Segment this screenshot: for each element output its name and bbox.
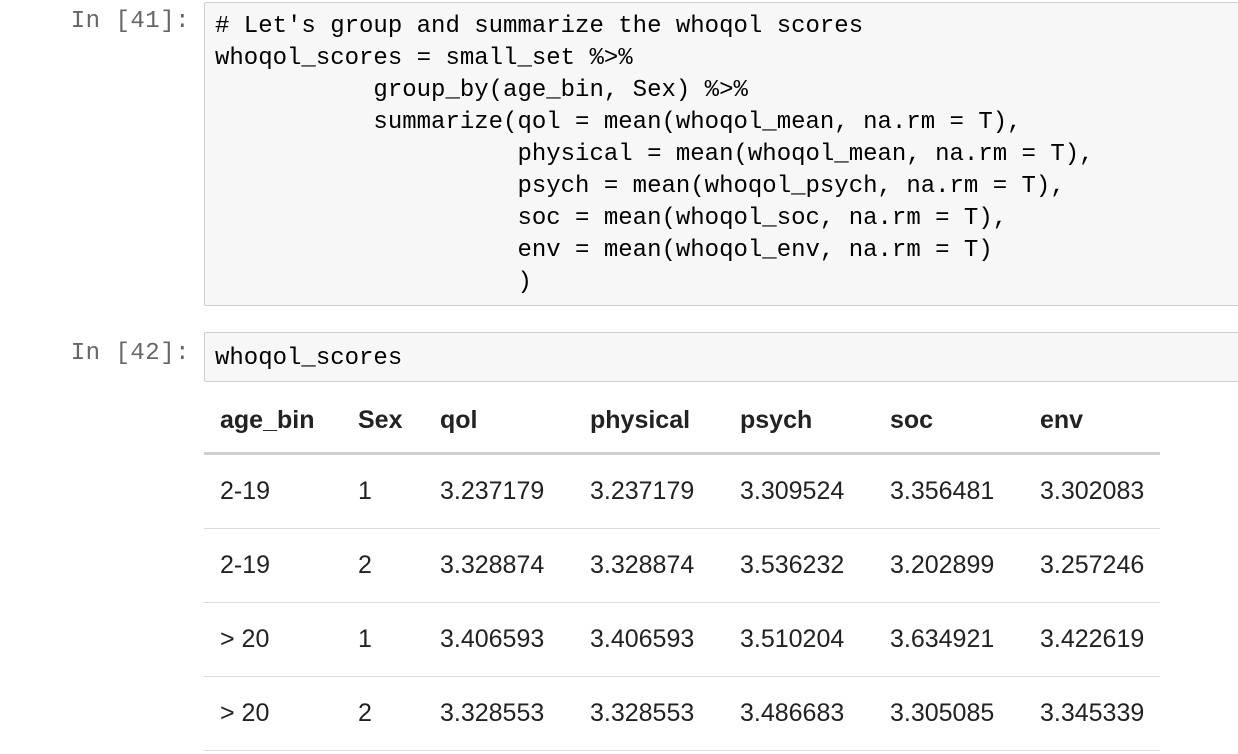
table-cell: 3.237179 [574, 453, 724, 529]
table-cell: 3.202899 [874, 528, 1024, 603]
table-cell: 3.309524 [724, 453, 874, 529]
table-cell: 3.422619 [1024, 602, 1161, 677]
table-cell: 2 [342, 528, 424, 603]
column-header-soc: soc [874, 388, 1024, 455]
table-cell: 3.237179 [424, 453, 574, 529]
table-cell: 2 [342, 676, 424, 751]
code-line: whoqol_scores = small_set %>% [215, 45, 633, 72]
code-line: group_by(age_bin, Sex) %>% [215, 77, 748, 104]
table-cell: 3.328874 [574, 528, 724, 603]
cell-prompt-41: In [41]: [70, 8, 190, 35]
code-line: # Let's group and summarize the whoqol s… [215, 13, 864, 40]
code-editor-42[interactable]: whoqol_scores [205, 333, 1238, 375]
table-row: > 20 2 3.328553 3.328553 3.486683 3.3050… [204, 676, 1161, 751]
table-cell: 3.406593 [424, 602, 574, 677]
table-row: 2-19 2 3.328874 3.328874 3.536232 3.2028… [204, 528, 1161, 603]
table-cell: 3.536232 [724, 528, 874, 603]
table-cell: > 20 [204, 602, 342, 677]
column-header-age-bin: age_bin [204, 388, 342, 455]
table-header-row: age_bin Sex qol physical psych soc env [204, 388, 1161, 455]
column-header-env: env [1024, 388, 1161, 455]
code-line: ) [215, 269, 532, 296]
cell-prompt-42: In [42]: [70, 340, 190, 367]
table-cell: 3.302083 [1024, 453, 1161, 529]
code-line: env = mean(whoqol_env, na.rm = T) [215, 237, 993, 264]
table-cell: 3.257246 [1024, 528, 1161, 603]
code-editor-41[interactable]: # Let's group and summarize the whoqol s… [205, 3, 1238, 299]
column-header-sex: Sex [342, 388, 424, 455]
code-cell-41[interactable]: # Let's group and summarize the whoqol s… [204, 2, 1238, 306]
code-line: soc = mean(whoqol_soc, na.rm = T), [215, 205, 1008, 232]
table-cell: 2-19 [204, 453, 342, 529]
code-line: physical = mean(whoqol_mean, na.rm = T), [215, 141, 1094, 168]
code-line: whoqol_scores [215, 345, 403, 372]
column-header-psych: psych [724, 388, 874, 455]
table-cell: 3.356481 [874, 453, 1024, 529]
code-line: psych = mean(whoqol_psych, na.rm = T), [215, 173, 1065, 200]
table-cell: 3.486683 [724, 676, 874, 751]
output-dataframe-table: age_bin Sex qol physical psych soc env 2… [204, 388, 1161, 751]
table-cell: 3.328874 [424, 528, 574, 603]
table-cell: 1 [342, 602, 424, 677]
column-header-physical: physical [574, 388, 724, 455]
table-cell: 3.510204 [724, 602, 874, 677]
table-cell: 3.634921 [874, 602, 1024, 677]
table-cell: 3.345339 [1024, 676, 1161, 751]
column-header-qol: qol [424, 388, 574, 455]
cell-output-42: age_bin Sex qol physical psych soc env 2… [204, 388, 1176, 751]
table-row: > 20 1 3.406593 3.406593 3.510204 3.6349… [204, 602, 1161, 677]
table-cell: 3.406593 [574, 602, 724, 677]
table-cell: 2-19 [204, 528, 342, 603]
code-line: summarize(qol = mean(whoqol_mean, na.rm … [215, 109, 1022, 136]
table-row: 2-19 1 3.237179 3.237179 3.309524 3.3564… [204, 453, 1161, 529]
table-cell: 1 [342, 453, 424, 529]
table-cell: > 20 [204, 676, 342, 751]
table-cell: 3.328553 [424, 676, 574, 751]
table-cell: 3.328553 [574, 676, 724, 751]
table-cell: 3.305085 [874, 676, 1024, 751]
code-cell-42[interactable]: whoqol_scores [204, 332, 1238, 382]
